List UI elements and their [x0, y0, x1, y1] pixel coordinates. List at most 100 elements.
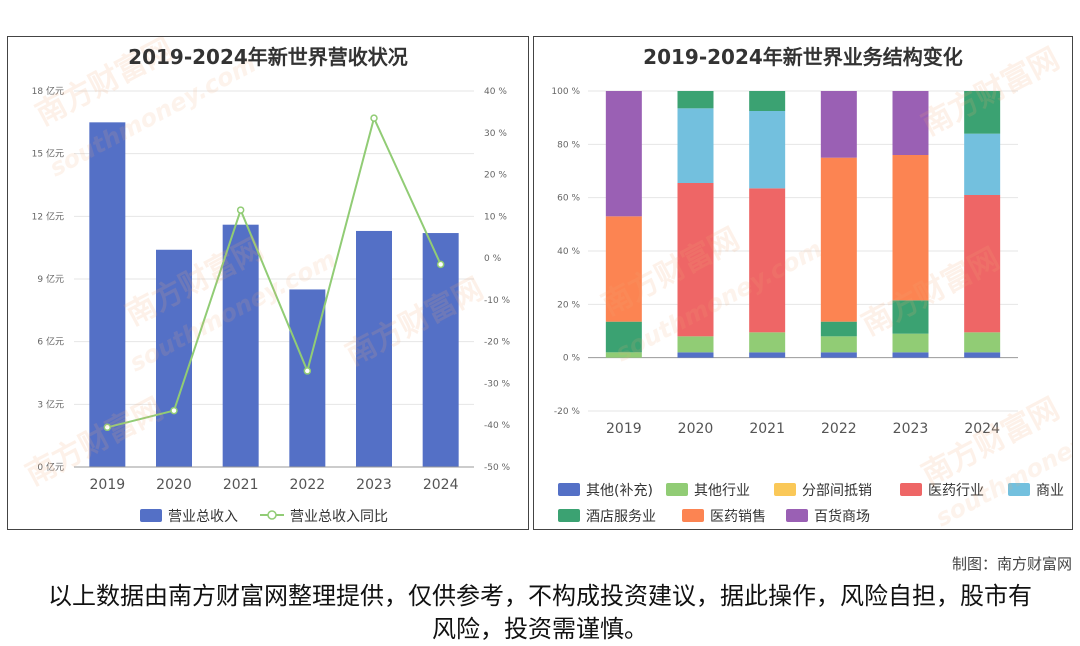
legend-label: 百货商场 [814, 508, 870, 525]
y2-axis-tick-label: -10 % [484, 296, 511, 306]
stacked-segment [677, 183, 714, 337]
stacked-segment [820, 321, 857, 337]
stacked-segment [892, 352, 929, 358]
x-axis-tick-label: 2020 [678, 421, 714, 437]
stacked-segment [677, 91, 714, 109]
y2-axis-tick-label: -20 % [484, 338, 511, 348]
y2-axis-tick-label: 30 % [484, 129, 507, 139]
y-axis-tick-label: 0 % [563, 354, 581, 364]
y-axis-tick-label: 20 % [557, 300, 580, 310]
disclaimer-text: 以上数据由南方财富网整理提供，仅供参考，不构成投资建议，据此操作，风险自担，股市… [48, 582, 1032, 643]
yoy-point [303, 367, 312, 375]
stacked-segment [820, 91, 857, 158]
x-axis-tick-label: 2024 [423, 477, 459, 493]
stacked-segment [892, 333, 929, 353]
y-axis-tick-label: 60 % [557, 194, 580, 204]
stacked-segment [749, 111, 786, 189]
business-structure-chart: -20 % 0 % 20 % 40 % 60 % 80 % 100 % 2019 2020 202… [551, 87, 1064, 525]
yoy-point [370, 114, 378, 122]
stacked-segment [964, 332, 1001, 353]
chart-credit: 制图：南方财富网 [951, 555, 1072, 573]
legend-swatch-yoy-marker [267, 510, 277, 520]
y2-axis-tick-label: -50 % [484, 463, 511, 473]
stacked-segment [605, 352, 642, 358]
x-axis-tick-label: 2021 [749, 421, 785, 437]
revenue-bar [156, 249, 192, 467]
stacked-segment [749, 91, 786, 111]
stacked-segment [677, 108, 714, 183]
legend-swatch [682, 509, 704, 522]
revenue-chart-title: 2019-2024年新世界营收状况 [128, 45, 408, 69]
x-axis-tick-label: 2021 [223, 477, 259, 493]
yoy-point [236, 206, 245, 214]
stacked-segment [820, 352, 857, 358]
x-axis-tick-label: 2023 [893, 421, 929, 437]
y2-axis-tick-label: -30 % [484, 379, 511, 389]
legend-label: 医药行业 [928, 483, 984, 499]
y2-axis-tick-label: -40 % [484, 421, 511, 431]
legend-label: 商业 [1036, 483, 1064, 499]
y2-axis-tick-label: 20 % [484, 171, 507, 181]
y-axis-tick-label: 40 % [557, 247, 580, 257]
y-axis-tick-label: 6 亿元 [37, 336, 64, 348]
stacked-segment [677, 352, 714, 358]
stacked-segment [820, 336, 857, 353]
y-axis-tick-label: 0 亿元 [37, 461, 64, 473]
x-axis-tick-label: 2024 [964, 421, 1000, 437]
yoy-point [103, 423, 112, 432]
stacked-segment [892, 91, 929, 155]
stacked-segment [964, 91, 1001, 134]
legend-label: 其他(补充) [586, 483, 653, 499]
y-axis-tick-label: -20 % [554, 407, 581, 417]
x-axis-tick-label: 2020 [156, 477, 192, 493]
x-axis-tick-label: 2019 [606, 421, 642, 437]
stacked-segment [749, 188, 786, 333]
y-axis-tick-label: 9 亿元 [37, 273, 64, 285]
legend-swatch [774, 483, 796, 496]
y2-axis-tick-label: 10 % [484, 212, 507, 222]
y2-axis-tick-label: 40 % [484, 87, 507, 97]
y-axis-tick-label: 12 亿元 [32, 210, 64, 222]
y-axis-tick-label: 3 亿元 [37, 398, 64, 410]
y-axis-tick-label: 15 亿元 [32, 148, 64, 160]
stacked-segment [749, 332, 786, 353]
stacked-segment [964, 352, 1001, 358]
yoy-point [436, 260, 445, 269]
revenue-chart: 0 亿元 3 亿元 6 亿元 9 亿元 12 亿元 15 亿元 18 亿元 -50 % -40 … [32, 85, 511, 525]
legend-swatch [1008, 483, 1030, 496]
stacked-segment [964, 133, 1001, 195]
y-axis-tick-label: 18 亿元 [32, 85, 64, 97]
revenue-bar [222, 224, 259, 467]
revenue-bar [289, 289, 326, 467]
revenue-chart-panel: 0 亿元 3 亿元 6 亿元 9 亿元 12 亿元 15 亿元 18 亿元 -50 % -40 … [7, 36, 529, 530]
legend-label: 其他行业 [694, 483, 750, 499]
stacked-segment [605, 321, 642, 353]
legend-label: 分部间抵销 [802, 483, 872, 499]
yoy-point [170, 406, 178, 415]
stacked-segment [892, 300, 929, 334]
legend-label-yoy: 营业总收入同比 [290, 509, 388, 525]
revenue-bar [422, 233, 459, 467]
stacked-segment [820, 157, 857, 322]
x-axis-tick-label: 2019 [90, 477, 126, 493]
x-axis-tick-label: 2022 [290, 477, 326, 493]
stacked-segment [749, 352, 786, 358]
stacked-segment [605, 216, 642, 322]
revenue-bar [89, 122, 126, 467]
business-structure-chart-title: 2019-2024年新世界业务结构变化 [643, 45, 963, 69]
legend-swatch [786, 509, 808, 522]
y2-axis-tick-label: 0 % [484, 254, 502, 264]
legend-swatch-revenue [140, 509, 162, 522]
legend-swatch [558, 483, 580, 496]
legend-label-revenue: 营业总收入 [168, 509, 238, 525]
stacked-segment [605, 91, 642, 217]
y-axis-tick-label: 80 % [557, 140, 580, 150]
revenue-bar [356, 230, 392, 467]
business-structure-chart-panel: -20 % 0 % 20 % 40 % 60 % 80 % 100 % 2019 2020 202… [533, 36, 1073, 530]
legend-label: 医药销售 [710, 509, 766, 525]
stacked-segment [677, 336, 714, 353]
yoy-line [107, 115, 442, 429]
x-axis-tick-label: 2022 [821, 421, 857, 437]
legend-swatch [900, 483, 922, 496]
stacked-segment [964, 195, 1001, 333]
